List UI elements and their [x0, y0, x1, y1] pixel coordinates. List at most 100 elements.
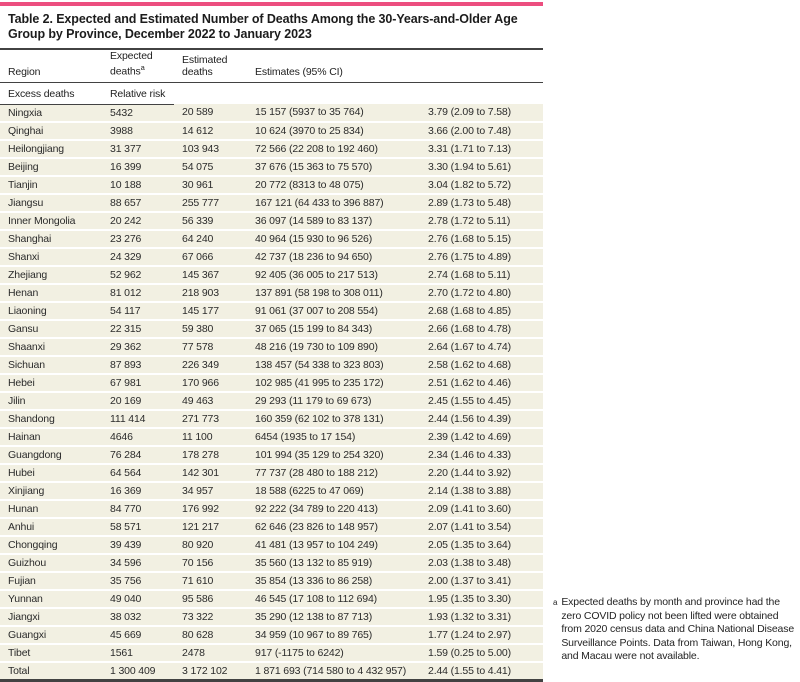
title-rule [0, 48, 543, 50]
cell-excess: 18 588 (6225 to 47 069) [247, 481, 420, 501]
cell-expected: 4646 [102, 427, 174, 447]
cell-region: Guangxi [0, 625, 102, 645]
table-row: Hainan 4646 11 100 6454 (1935 to 17 154) 2.3… [0, 427, 543, 447]
cell-estimated: 77 578 [174, 337, 247, 357]
cell-expected: 1 300 409 [102, 661, 174, 682]
cell-expected: 45 669 [102, 625, 174, 645]
cell-expected: 64 564 [102, 463, 174, 483]
cell-estimated: 14 612 [174, 121, 247, 141]
table-row: Shaanxi 29 362 77 578 48 216 (19 730 to 109… [0, 337, 543, 357]
table-row: Hunan 84 770 176 992 92 222 (34 789 to 220 … [0, 499, 543, 519]
cell-excess: 62 646 (23 826 to 148 957) [247, 517, 420, 537]
cell-relative-risk: 2.14 (1.38 to 3.88) [420, 481, 543, 501]
cell-region: Shaanxi [0, 337, 102, 357]
cell-excess: 15 157 (5937 to 35 764) [247, 104, 420, 123]
cell-relative-risk: 2.70 (1.72 to 4.80) [420, 283, 543, 303]
cell-relative-risk: 2.45 (1.55 to 4.45) [420, 391, 543, 411]
table-top-accent-bar [0, 2, 543, 6]
cell-region: Anhui [0, 517, 102, 537]
cell-estimated: 34 957 [174, 481, 247, 501]
cell-relative-risk: 3.30 (1.94 to 5.61) [420, 157, 543, 177]
table-row: Jiangsu 88 657 255 777 167 121 (64 433 to 3… [0, 193, 543, 213]
table-row: Zhejiang 52 962 145 367 92 405 (36 005 to 2… [0, 265, 543, 285]
cell-region: Guangdong [0, 445, 102, 465]
cell-expected: 38 032 [102, 607, 174, 627]
cell-relative-risk: 3.31 (1.71 to 7.13) [420, 139, 543, 159]
cell-relative-risk: 2.44 (1.55 to 4.41) [420, 661, 543, 682]
cell-estimated: 54 075 [174, 157, 247, 177]
cell-relative-risk: 2.78 (1.72 to 5.11) [420, 211, 543, 231]
cell-relative-risk: 2.58 (1.62 to 4.68) [420, 355, 543, 375]
column-header-expected-deaths-label: Expected deaths [110, 50, 153, 78]
cell-estimated: 67 066 [174, 247, 247, 267]
column-header-excess-deaths-label: Excess deaths [8, 87, 75, 100]
cell-expected: 20 169 [102, 391, 174, 411]
cell-excess: 42 737 (18 236 to 94 650) [247, 247, 420, 267]
cell-estimated: 176 992 [174, 499, 247, 519]
cell-region: Gansu [0, 319, 102, 339]
cell-estimated: 145 367 [174, 265, 247, 285]
cell-relative-risk: 3.79 (2.09 to 7.58) [420, 104, 543, 123]
table-row: Guangxi 45 669 80 628 34 959 (10 967 to 89 … [0, 625, 543, 645]
column-header-relative-risk: Relative risk [102, 82, 174, 105]
cell-region: Jiangxi [0, 607, 102, 627]
cell-estimated: 226 349 [174, 355, 247, 375]
cell-expected: 31 377 [102, 139, 174, 159]
cell-region: Hebei [0, 373, 102, 393]
cell-expected: 16 369 [102, 481, 174, 501]
table-header: Region Expected deathsa Estimated deaths… [0, 50, 543, 105]
cell-estimated: 59 380 [174, 319, 247, 339]
cell-estimated: 2478 [174, 643, 247, 663]
cell-expected: 1561 [102, 643, 174, 663]
cell-region: Shanxi [0, 247, 102, 267]
cell-expected: 16 399 [102, 157, 174, 177]
cell-estimated: 218 903 [174, 283, 247, 303]
cell-excess: 48 216 (19 730 to 109 890) [247, 337, 420, 357]
cell-estimated: 64 240 [174, 229, 247, 249]
cell-excess: 917 (-1175 to 6242) [247, 643, 420, 663]
cell-relative-risk: 2.64 (1.67 to 4.74) [420, 337, 543, 357]
cell-expected: 39 439 [102, 535, 174, 555]
cell-relative-risk: 1.59 (0.25 to 5.00) [420, 643, 543, 663]
cell-excess: 138 457 (54 338 to 323 803) [247, 355, 420, 375]
cell-excess: 36 097 (14 589 to 83 137) [247, 211, 420, 231]
cell-estimated: 95 586 [174, 589, 247, 609]
table-row: Fujian 35 756 71 610 35 854 (13 336 to 86 2… [0, 571, 543, 591]
cell-region: Xinjiang [0, 481, 102, 501]
footnote-marker: a [553, 598, 558, 607]
cell-excess: 101 994 (35 129 to 254 320) [247, 445, 420, 465]
cell-excess: 35 290 (12 138 to 87 713) [247, 607, 420, 627]
cell-region: Yunnan [0, 589, 102, 609]
cell-estimated: 56 339 [174, 211, 247, 231]
cell-expected: 5432 [102, 104, 174, 123]
cell-region: Heilongjiang [0, 139, 102, 159]
cell-region: Hunan [0, 499, 102, 519]
cell-expected: 76 284 [102, 445, 174, 465]
table-row: Gansu 22 315 59 380 37 065 (15 199 to 84 34… [0, 319, 543, 339]
cell-region: Qinghai [0, 121, 102, 141]
cell-relative-risk: 2.07 (1.41 to 3.54) [420, 517, 543, 537]
cell-relative-risk: 2.05 (1.35 to 3.64) [420, 535, 543, 555]
cell-excess: 20 772 (8313 to 48 075) [247, 175, 420, 195]
cell-expected: 34 596 [102, 553, 174, 573]
cell-relative-risk: 1.95 (1.35 to 3.30) [420, 589, 543, 609]
cell-expected: 58 571 [102, 517, 174, 537]
cell-region: Tibet [0, 643, 102, 663]
table-row: Yunnan 49 040 95 586 46 545 (17 108 to 112 … [0, 589, 543, 609]
cell-region: Inner Mongolia [0, 211, 102, 231]
cell-relative-risk: 2.89 (1.73 to 5.48) [420, 193, 543, 213]
table-row: Shanghai 23 276 64 240 40 964 (15 930 to 96… [0, 229, 543, 249]
cell-estimated: 142 301 [174, 463, 247, 483]
cell-expected: 54 117 [102, 301, 174, 321]
cell-expected: 20 242 [102, 211, 174, 231]
cell-estimated: 80 920 [174, 535, 247, 555]
cell-region: Henan [0, 283, 102, 303]
cell-relative-risk: 2.03 (1.38 to 3.48) [420, 553, 543, 573]
cell-expected: 67 981 [102, 373, 174, 393]
table-row: Henan 81 012 218 903 137 891 (58 198 to 308… [0, 283, 543, 303]
table-row: Anhui 58 571 121 217 62 646 (23 826 to 148 … [0, 517, 543, 537]
cell-relative-risk: 2.44 (1.56 to 4.39) [420, 409, 543, 429]
table-row: Hebei 67 981 170 966 102 985 (41 995 to 235… [0, 373, 543, 393]
cell-estimated: 145 177 [174, 301, 247, 321]
table-row: Qinghai 3988 14 612 10 624 (3970 to 25 834)… [0, 121, 543, 141]
